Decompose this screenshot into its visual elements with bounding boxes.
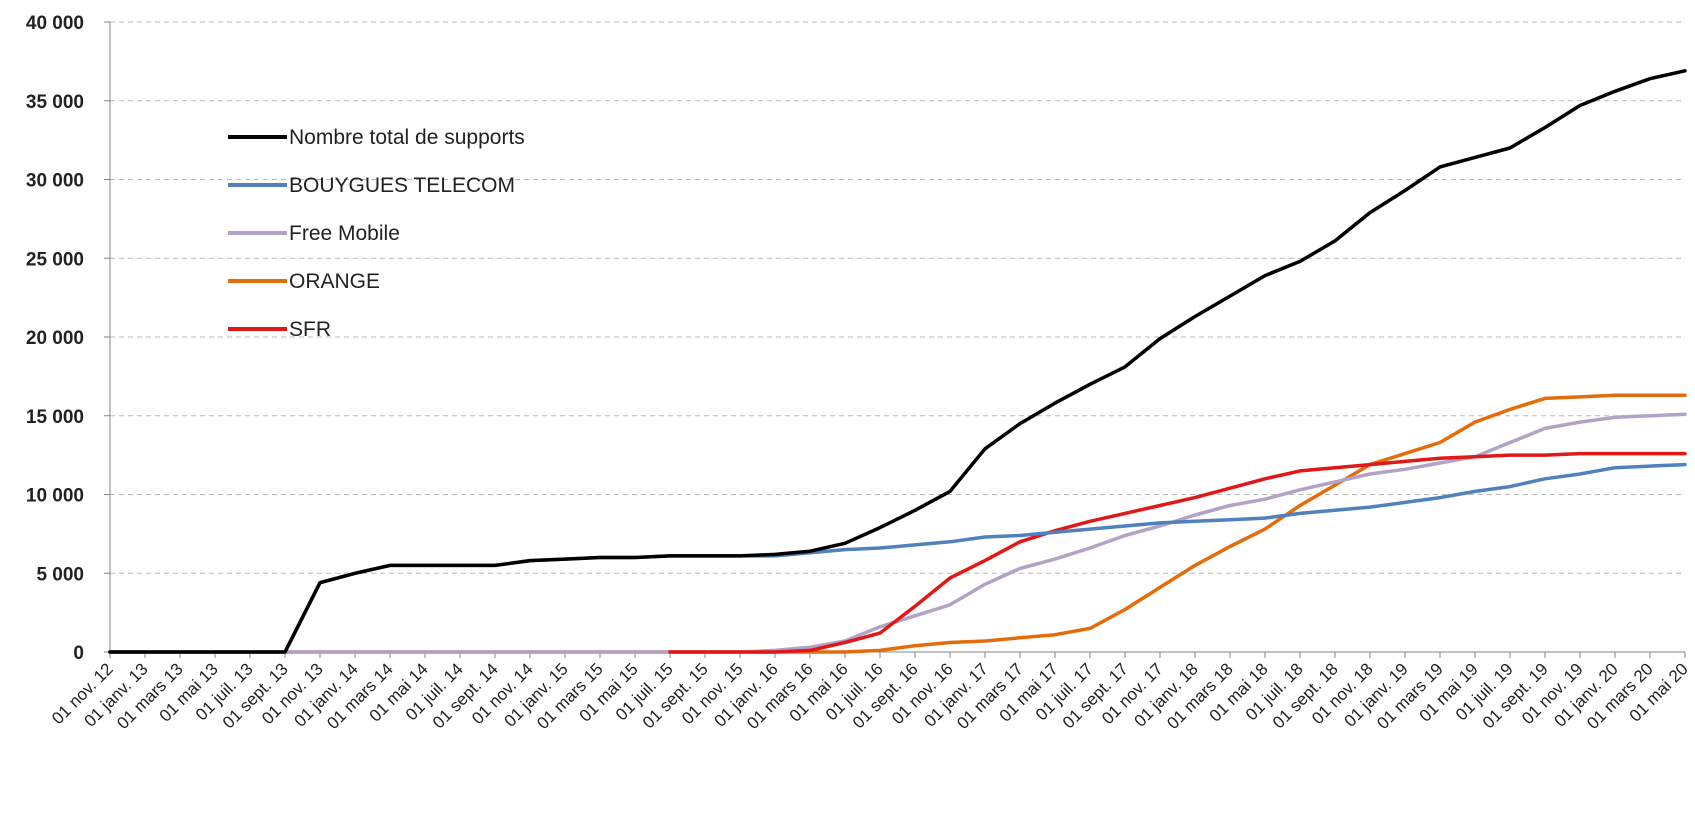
series-line-free-mobile bbox=[108, 412, 1687, 654]
series-line-sfr bbox=[668, 451, 1687, 654]
legend-label-sfr: SFR bbox=[289, 318, 331, 341]
y-tick-label: 5 000 bbox=[36, 564, 84, 585]
legend-label-orange: ORANGE bbox=[289, 270, 380, 293]
y-tick-label: 40 000 bbox=[26, 13, 84, 34]
series-line-bouygues-telecom bbox=[108, 462, 1687, 654]
y-tick-label: 35 000 bbox=[26, 92, 84, 113]
legend: Nombre total de supports BOUYGUES TELECOM… bbox=[228, 126, 525, 341]
y-tick-label: 10 000 bbox=[26, 486, 84, 507]
series-lines bbox=[108, 69, 1687, 654]
series-line-orange bbox=[108, 393, 1687, 654]
legend-label-nombre-total-de-supports: Nombre total de supports bbox=[289, 126, 525, 149]
grid-lines bbox=[110, 21, 1685, 574]
legend-label-bouygues-telecom: BOUYGUES TELECOM bbox=[289, 174, 515, 197]
y-axis-tick-labels: 0 5 000 10 000 15 000 20 000 25 000 30 000 35 0… bbox=[26, 13, 84, 664]
y-tick-label: 20 000 bbox=[26, 328, 84, 349]
y-tick-label: 15 000 bbox=[26, 407, 84, 428]
axes bbox=[104, 21, 1686, 658]
y-tick-label: 0 bbox=[73, 643, 84, 664]
y-tick-label: 30 000 bbox=[26, 171, 84, 192]
legend-label-free-mobile: Free Mobile bbox=[289, 222, 400, 245]
series-line-nombre-total-de-supports bbox=[108, 69, 1687, 654]
y-tick-label: 25 000 bbox=[26, 249, 84, 270]
